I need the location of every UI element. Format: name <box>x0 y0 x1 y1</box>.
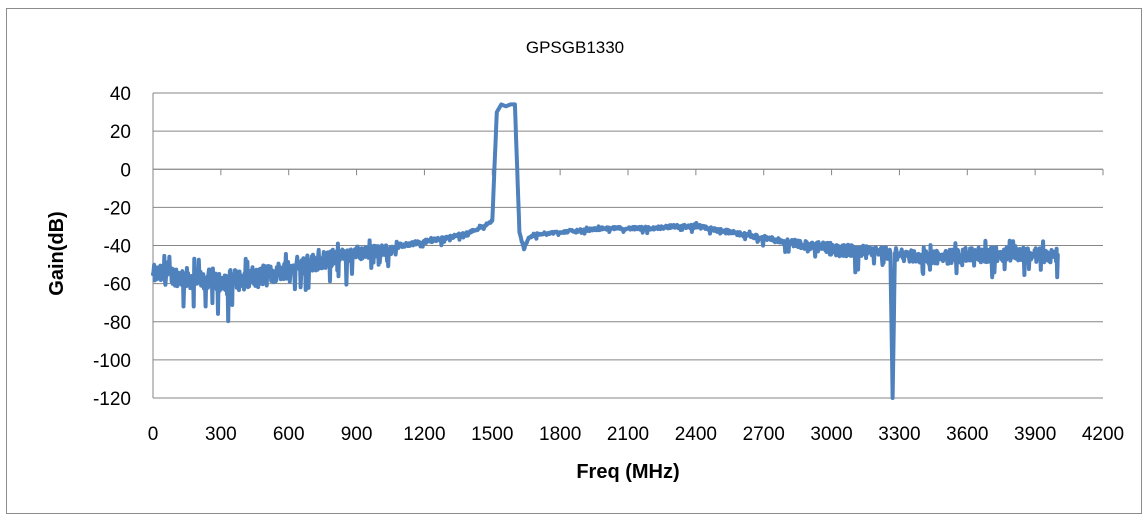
x-axis-title: Freq (MHz) <box>576 461 679 483</box>
x-tick-label: 1800 <box>539 424 581 445</box>
y-tick-label: 40 <box>110 84 131 105</box>
y-axis-title: Gain(dB) <box>46 211 68 295</box>
y-tick-label: -80 <box>104 313 131 334</box>
x-tick-label: 1200 <box>403 424 445 445</box>
y-tick-label: -40 <box>104 237 131 258</box>
y-tick-label: 20 <box>110 122 131 143</box>
gain-chart: GPSGB1330 40 20 0 -20 -40 -60 -80 -100 -120 0 300 60… <box>46 38 1124 483</box>
y-tick-label: 0 <box>120 160 131 181</box>
x-tick-label: 2400 <box>675 424 717 445</box>
gain-series-line <box>151 102 1060 400</box>
chart-title: GPSGB1330 <box>526 38 624 57</box>
x-tick-label: 2100 <box>607 424 649 445</box>
x-tick-label: 600 <box>273 424 305 445</box>
x-tick-label: 4200 <box>1082 424 1124 445</box>
y-tick-label: -20 <box>104 198 131 219</box>
y-tick-label: -100 <box>93 351 131 372</box>
x-tick-label: 3600 <box>946 424 988 445</box>
x-tick-label: 1500 <box>471 424 513 445</box>
chart-frame: GPSGB1330 40 20 0 -20 -40 -60 -80 -100 -120 0 300 60… <box>6 8 1142 514</box>
x-tick-label: 2700 <box>743 424 785 445</box>
x-tick-label: 3000 <box>810 424 852 445</box>
y-tick-label: -60 <box>104 275 131 296</box>
x-tick-label: 0 <box>148 424 159 445</box>
x-tick-label: 300 <box>205 424 237 445</box>
x-tick-label: 3900 <box>1014 424 1056 445</box>
y-tick-label: -120 <box>93 389 131 410</box>
x-tick-label: 3300 <box>878 424 920 445</box>
x-tick-label: 900 <box>341 424 373 445</box>
